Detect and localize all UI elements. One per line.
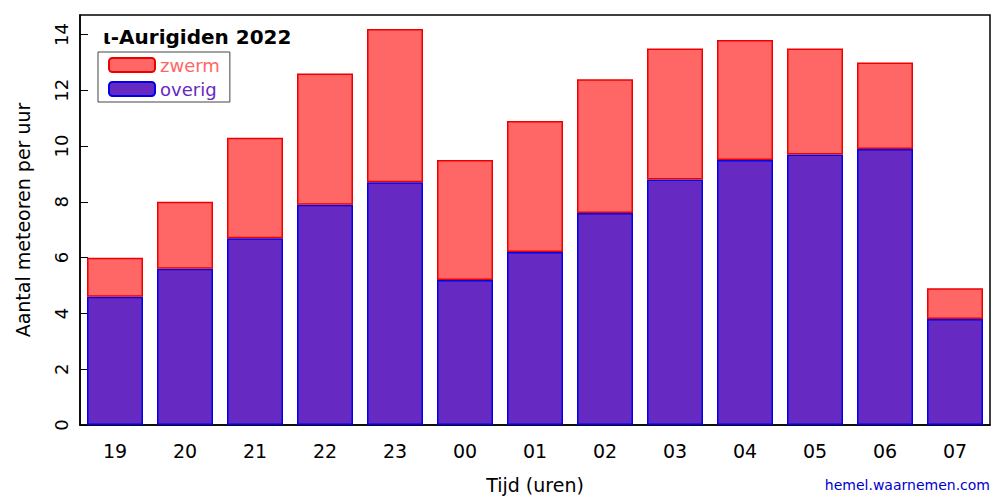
svg-text:00: 00 — [453, 440, 477, 462]
svg-text:21: 21 — [243, 440, 267, 462]
svg-text:23: 23 — [383, 440, 407, 462]
svg-text:20: 20 — [173, 440, 197, 462]
svg-text:07: 07 — [943, 440, 967, 462]
svg-text:0: 0 — [51, 419, 72, 430]
svg-text:4: 4 — [51, 308, 72, 319]
svg-text:05: 05 — [803, 440, 827, 462]
svg-text:01: 01 — [523, 440, 547, 462]
svg-text:Aantal meteoren per uur: Aantal meteoren per uur — [12, 102, 34, 337]
svg-text:06: 06 — [873, 440, 897, 462]
svg-text:02: 02 — [593, 440, 617, 462]
svg-text:03: 03 — [663, 440, 687, 462]
svg-text:04: 04 — [733, 440, 757, 462]
svg-text:22: 22 — [313, 440, 337, 462]
svg-text:overig: overig — [160, 79, 217, 100]
svg-text:10: 10 — [51, 135, 72, 158]
svg-text:19: 19 — [103, 440, 127, 462]
svg-text:8: 8 — [51, 196, 72, 207]
svg-text:hemel.waarnemen.com: hemel.waarnemen.com — [825, 477, 990, 493]
svg-text:ι-Aurigiden 2022: ι-Aurigiden 2022 — [103, 25, 291, 49]
svg-text:2: 2 — [51, 363, 72, 374]
svg-text:12: 12 — [51, 79, 72, 102]
svg-text:14: 14 — [51, 23, 72, 46]
svg-text:Tijd (uren): Tijd (uren) — [485, 474, 584, 496]
svg-text:6: 6 — [51, 252, 72, 263]
svg-text:zwerm: zwerm — [160, 55, 220, 76]
